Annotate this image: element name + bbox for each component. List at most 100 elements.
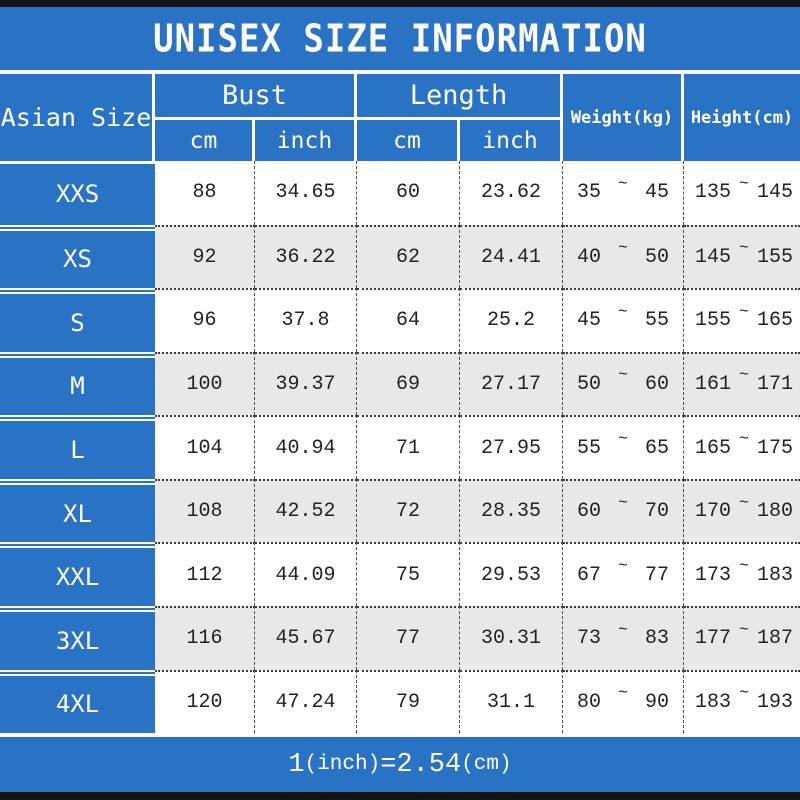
- weight-max-value: 50: [644, 245, 669, 269]
- bust-cm-value: 96: [155, 288, 255, 352]
- conversion-unit-inch: (inch): [304, 753, 381, 776]
- height-min-value: 135: [695, 181, 732, 205]
- length-inch-value: 29.53: [460, 542, 563, 606]
- size-label: 3XL: [0, 605, 155, 670]
- height-min-value: 155: [695, 309, 732, 333]
- weight-min-value: 80: [577, 690, 602, 714]
- bust-inch-value: 36.22: [255, 224, 357, 289]
- height-min-value: 161: [695, 372, 732, 396]
- height-max-value: 180: [756, 500, 793, 524]
- table-row: XL 108 42.52 72 28.35 60 ~ 70 170 ~ 180: [0, 478, 800, 543]
- height-min-value: 173: [695, 563, 732, 587]
- weight-min-value: 55: [577, 436, 602, 460]
- height-max-value: 193: [756, 690, 793, 714]
- bust-inch-value: 39.37: [255, 351, 357, 416]
- length-inch-value: 28.35: [460, 478, 563, 543]
- tilde-separator: ~: [618, 239, 628, 258]
- height-min-value: 177: [695, 627, 732, 651]
- height-max-value: 165: [756, 309, 793, 333]
- height-range: 145 ~ 155: [684, 224, 800, 289]
- weight-range: 80 ~ 90: [563, 669, 684, 734]
- tilde-separator: ~: [739, 302, 749, 321]
- size-label: XXS: [0, 161, 155, 225]
- size-label: XS: [0, 224, 155, 289]
- bust-inch-value: 47.24: [255, 669, 357, 734]
- weight-range: 55 ~ 65: [563, 415, 684, 479]
- tilde-separator: ~: [739, 174, 749, 193]
- bust-cm-value: 112: [155, 542, 255, 606]
- bust-cm-value: 116: [155, 605, 255, 670]
- tilde-separator: ~: [739, 620, 749, 639]
- table-row: XXL 112 44.09 75 29.53 67 ~ 77 173 ~ 183: [0, 542, 800, 606]
- table-header: Asian Size Bust Length Weight(kg) Height…: [0, 74, 800, 161]
- table-row: XXS 88 34.65 60 23.62 35 ~ 45 135 ~ 145: [0, 161, 800, 225]
- col-subheader-length-inch: inch: [460, 120, 563, 161]
- height-min-value: 170: [695, 500, 732, 524]
- table-row: 3XL 116 45.67 77 30.31 73 ~ 83 177 ~ 187: [0, 605, 800, 670]
- size-label: S: [0, 288, 155, 352]
- conversion-value-cm: 2.54: [396, 749, 462, 780]
- size-label: 4XL: [0, 669, 155, 734]
- weight-max-value: 90: [644, 690, 669, 714]
- size-label: L: [0, 415, 155, 479]
- col-header-length: Length: [357, 74, 563, 120]
- top-border: [0, 0, 800, 7]
- length-cm-value: 71: [357, 415, 460, 479]
- table-body: XXS 88 34.65 60 23.62 35 ~ 45 135 ~ 145 …: [0, 161, 800, 734]
- weight-min-value: 35: [577, 181, 602, 205]
- bust-inch-value: 37.8: [255, 288, 357, 352]
- length-inch-value: 31.1: [460, 669, 563, 734]
- length-cm-value: 75: [357, 542, 460, 606]
- weight-range: 45 ~ 55: [563, 288, 684, 352]
- weight-range: 40 ~ 50: [563, 224, 684, 289]
- height-max-value: 155: [756, 245, 793, 269]
- weight-min-value: 60: [577, 500, 602, 524]
- weight-max-value: 70: [644, 500, 669, 524]
- weight-min-value: 50: [577, 372, 602, 396]
- title-banner: UNISEX SIZE INFORMATION: [0, 7, 800, 74]
- weight-range: 60 ~ 70: [563, 478, 684, 543]
- table-row: M 100 39.37 69 27.17 50 ~ 60 161 ~ 171: [0, 351, 800, 416]
- height-range: 155 ~ 165: [684, 288, 800, 352]
- length-cm-value: 64: [357, 288, 460, 352]
- height-range: 135 ~ 145: [684, 161, 800, 225]
- conversion-note: 1 (inch) = 2.54 (cm): [0, 737, 800, 792]
- length-cm-value: 77: [357, 605, 460, 670]
- tilde-separator: ~: [618, 174, 628, 193]
- length-cm-value: 69: [357, 351, 460, 416]
- length-inch-value: 27.17: [460, 351, 563, 416]
- weight-range: 50 ~ 60: [563, 351, 684, 416]
- bottom-border: [0, 792, 800, 800]
- bust-cm-value: 120: [155, 669, 255, 734]
- tilde-separator: ~: [618, 366, 628, 385]
- height-min-value: 165: [695, 436, 732, 460]
- bust-inch-value: 34.65: [255, 161, 357, 225]
- weight-max-value: 55: [644, 309, 669, 333]
- length-cm-value: 79: [357, 669, 460, 734]
- weight-min-value: 45: [577, 309, 602, 333]
- length-inch-value: 25.2: [460, 288, 563, 352]
- col-header-bust: Bust: [155, 74, 357, 120]
- tilde-separator: ~: [618, 302, 628, 321]
- tilde-separator: ~: [739, 557, 749, 576]
- tilde-separator: ~: [739, 430, 749, 449]
- bust-inch-value: 42.52: [255, 478, 357, 543]
- length-cm-value: 72: [357, 478, 460, 543]
- length-cm-value: 60: [357, 161, 460, 225]
- length-inch-value: 30.31: [460, 605, 563, 670]
- weight-range: 35 ~ 45: [563, 161, 684, 225]
- equals-sign: =: [380, 749, 397, 780]
- weight-min-value: 67: [577, 563, 602, 587]
- height-max-value: 145: [756, 181, 793, 205]
- tilde-separator: ~: [739, 366, 749, 385]
- tilde-separator: ~: [618, 493, 628, 512]
- table-row: 4XL 120 47.24 79 31.1 80 ~ 90 183 ~ 193: [0, 669, 800, 734]
- height-range: 165 ~ 175: [684, 415, 800, 479]
- size-label: XXL: [0, 542, 155, 606]
- length-cm-value: 62: [357, 224, 460, 289]
- height-range: 170 ~ 180: [684, 478, 800, 543]
- weight-max-value: 83: [644, 627, 669, 651]
- weight-max-value: 65: [644, 436, 669, 460]
- table-row: L 104 40.94 71 27.95 55 ~ 65 165 ~ 175: [0, 415, 800, 479]
